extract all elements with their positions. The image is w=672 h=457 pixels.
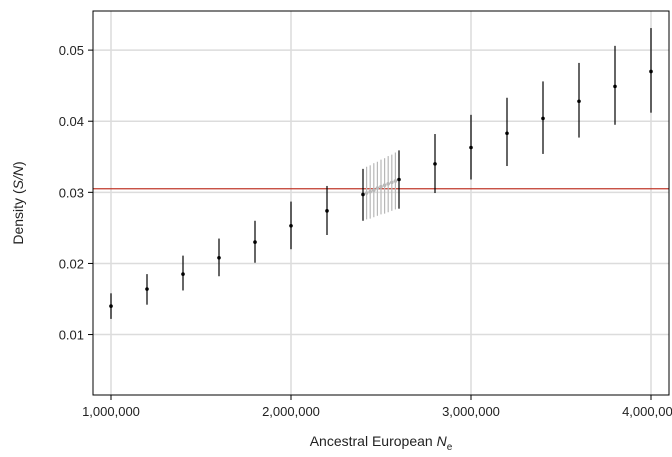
x-tick-label: 3,000,000 xyxy=(442,404,500,419)
data-point xyxy=(505,131,509,136)
y-axis-title-italic: S/N xyxy=(10,165,26,189)
y-tick-label: 0.01 xyxy=(59,328,84,343)
x-tick-label: 2,000,000 xyxy=(262,404,320,419)
data-point xyxy=(375,186,380,190)
x-axis-ticks: 1,000,000 2,000,000 3,000,000 4,000,000 xyxy=(82,395,672,419)
y-axis-title-post: ) xyxy=(10,161,26,166)
data-point xyxy=(613,84,617,89)
y-axis-title-pre: Density ( xyxy=(10,189,26,245)
data-point xyxy=(541,116,545,121)
data-point xyxy=(289,223,293,228)
x-tick-label: 4,000,000 xyxy=(622,404,672,419)
y-tick-label: 0.04 xyxy=(59,114,84,129)
data-point xyxy=(109,304,113,308)
data-point xyxy=(253,240,257,244)
data-point xyxy=(382,183,387,188)
data-point xyxy=(469,145,473,150)
y-tick-label: 0.02 xyxy=(59,256,84,271)
data-point xyxy=(364,191,369,195)
data-point xyxy=(379,184,383,189)
data-point xyxy=(368,189,373,194)
data-point xyxy=(386,182,391,186)
y-tick-label: 0.05 xyxy=(59,43,84,58)
x-axis-title-italic: N xyxy=(437,433,448,449)
data-point xyxy=(325,209,329,213)
series-group xyxy=(109,28,653,319)
data-point xyxy=(577,99,581,104)
data-point xyxy=(390,180,394,185)
data-point xyxy=(372,188,376,192)
plot-frame xyxy=(92,10,670,396)
data-point xyxy=(433,162,437,166)
x-tick-label: 1,000,000 xyxy=(82,404,140,419)
series-group xyxy=(364,152,398,220)
data-point xyxy=(361,192,365,197)
x-axis-title-text: Ancestral European xyxy=(310,433,437,449)
y-tick-label: 0.03 xyxy=(59,185,84,200)
y-axis-title: Density (S/N) xyxy=(10,161,26,244)
data-point xyxy=(145,287,149,291)
data-point xyxy=(181,272,185,276)
data-point xyxy=(649,69,653,74)
x-axis-title-subscript: e xyxy=(447,442,453,453)
data-point xyxy=(397,177,401,182)
data-point xyxy=(393,179,398,183)
y-axis-ticks: 0.01 0.02 0.03 0.04 0.05 xyxy=(59,43,93,343)
x-axis-title: Ancestral European Ne xyxy=(310,433,453,453)
data-point xyxy=(217,255,221,260)
data-series-group xyxy=(109,28,653,319)
